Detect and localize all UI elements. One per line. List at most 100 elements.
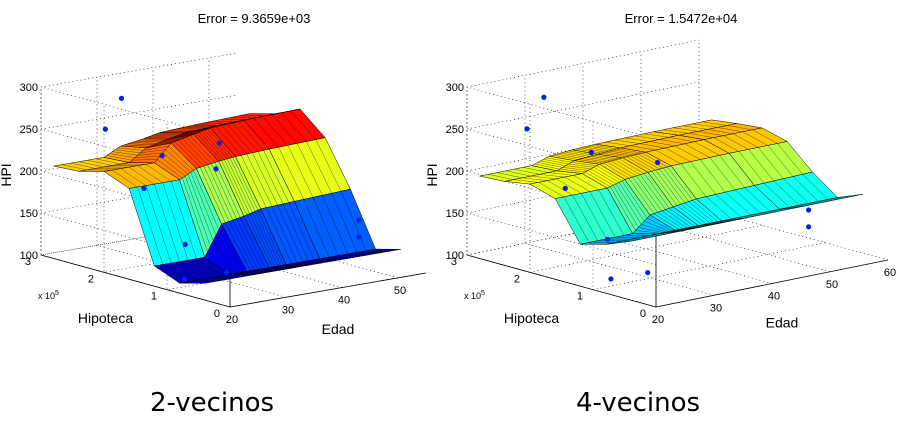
data-point [541, 94, 547, 100]
surface-mesh-line [676, 205, 703, 225]
y-tick-label: 1 [151, 291, 157, 303]
y-exponent-power: 5 [481, 290, 485, 297]
surface-mesh-line [522, 177, 548, 181]
surface-mesh-line [277, 205, 303, 262]
surface-mesh-line [583, 146, 610, 152]
surface-mesh-line [653, 213, 680, 230]
y-axis-label: Hipoteca [504, 310, 559, 326]
z-tick-label: 150 [446, 208, 464, 220]
surface-mesh-line [640, 174, 666, 210]
surface-mesh-line [178, 139, 204, 167]
y-exponent-label: x 105 [38, 290, 59, 301]
surface-mesh-line [496, 172, 523, 179]
surface-mesh-line [523, 167, 549, 173]
x-tick-label: 20 [652, 314, 664, 326]
y-exponent-label: x 105 [464, 290, 485, 301]
surface-mesh-line [196, 133, 222, 161]
surface-mesh-line [659, 139, 685, 144]
surface-mesh-line [593, 155, 619, 159]
surface-mesh-line [717, 127, 743, 132]
surface-mesh-line [576, 148, 602, 154]
surface-mesh-line [669, 208, 695, 227]
surface-mesh-line [106, 155, 133, 161]
surface-mesh-line [663, 129, 689, 134]
surface-mesh-line [690, 161, 716, 195]
surface-mesh-line [663, 167, 689, 202]
surface-mesh-line [635, 230, 661, 234]
grid-z-300 [466, 39, 700, 140]
surface-mesh-line [228, 221, 255, 271]
surface-mesh-line [543, 159, 569, 165]
surface-mesh-line [701, 121, 728, 126]
surface-mesh-line [618, 158, 645, 174]
surface-mesh-line [187, 260, 214, 278]
data-point [181, 276, 188, 282]
y-tick-label: 3 [25, 256, 31, 268]
z-tick-label: 300 [446, 82, 464, 94]
surface-mesh-line [589, 156, 616, 161]
surface-mesh-line [287, 145, 314, 198]
z-tick-label: 200 [20, 166, 38, 178]
surface-mesh-line [322, 195, 348, 254]
surface-mesh-line [578, 159, 604, 164]
surface-mesh-line [655, 170, 682, 205]
surface-mesh-line [78, 161, 105, 168]
caption-4-vecinos: 4-vecinos [575, 388, 701, 418]
surface-mesh-line [185, 175, 211, 247]
surface-mesh-line [688, 133, 714, 138]
surface-mesh-line [692, 123, 718, 128]
surface-mesh-line [674, 145, 701, 160]
surface-mesh-line [213, 240, 239, 273]
surface-mesh-line [164, 135, 190, 141]
surface-mesh-line [182, 138, 208, 165]
surface-mesh-line [203, 166, 230, 222]
surface-mesh-line [173, 131, 200, 138]
x-tick-label: 50 [826, 279, 838, 291]
surface-mesh-line [690, 223, 716, 228]
data-point [223, 269, 230, 276]
surface-mesh-line [253, 118, 279, 148]
x-axis-label: Edad [766, 315, 799, 331]
z-tick-label: 200 [446, 166, 464, 178]
surface-mesh-line [312, 197, 339, 256]
surface-mesh-line [176, 130, 203, 136]
z-tick-label: 100 [20, 250, 38, 262]
surface-mesh-line [669, 137, 695, 142]
surface-mesh-line [255, 211, 281, 266]
surface-mesh-line [563, 196, 590, 243]
surface-mesh-line [548, 172, 574, 176]
surface-mesh-line [621, 180, 648, 219]
surface-mesh-line [613, 185, 639, 228]
surface-mesh-line [634, 154, 660, 170]
surface-mesh-line [232, 220, 259, 270]
surface-mesh-line [713, 219, 740, 223]
surface-mesh-line [109, 153, 135, 158]
surface-mesh-line [229, 158, 256, 212]
surface-mesh-line [694, 223, 720, 227]
surface-mesh-line [682, 125, 708, 130]
surface-mesh-line [624, 137, 650, 142]
surface-mesh-line [283, 203, 309, 261]
surface-mesh-line [547, 180, 573, 196]
surface-mesh-line [562, 167, 589, 171]
surface-mesh-line [187, 174, 214, 241]
surface-mesh-line [211, 163, 237, 219]
surface-mesh-line [630, 155, 656, 171]
surface-mesh-line [553, 154, 579, 160]
surface-mesh-line [758, 147, 784, 179]
surface-mesh-line [607, 161, 633, 178]
surface-mesh-line [660, 229, 686, 234]
surface-mesh-line [534, 163, 560, 170]
surface-mesh-line [564, 151, 590, 157]
surface-mesh-line [640, 234, 666, 238]
surface-mesh-line [680, 204, 707, 225]
surface-mesh-line [115, 149, 141, 153]
x-tick-label: 30 [282, 304, 294, 316]
data-point [182, 241, 188, 247]
surface-mesh-line [565, 165, 591, 170]
surface-mesh-line [257, 151, 284, 205]
surface-mesh-line [572, 195, 598, 241]
surface-mesh-line [661, 210, 687, 229]
surface-mesh-line [715, 194, 742, 218]
